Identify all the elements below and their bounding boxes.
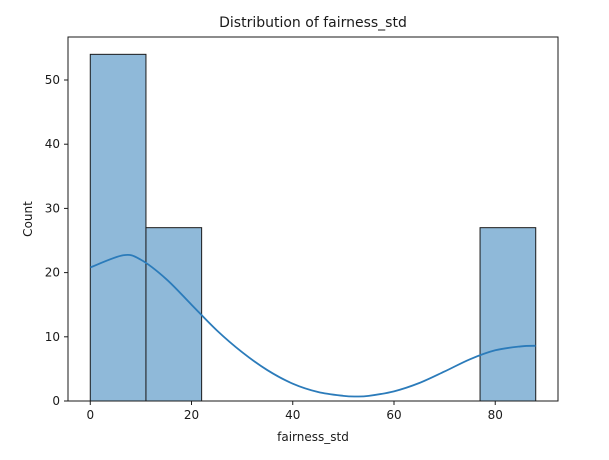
x-tick-label: 80: [488, 408, 503, 422]
y-tick-label: 20: [45, 266, 60, 280]
x-tick-label: 20: [184, 408, 199, 422]
bars-layer: [90, 54, 535, 401]
y-axis-ticks: 0 10 20 30 40 50: [45, 73, 68, 408]
y-tick-label: 0: [52, 394, 60, 408]
y-tick-label: 30: [45, 201, 60, 215]
x-axis-label: fairness_std: [277, 430, 349, 444]
histogram-bar-7: [480, 228, 536, 401]
y-tick-label: 10: [45, 330, 60, 344]
x-tick-label: 40: [285, 408, 300, 422]
y-axis-label: Count: [21, 201, 35, 237]
histogram-bar-0: [90, 54, 146, 401]
x-axis-ticks: 0 20 40 60 80: [86, 401, 502, 422]
x-tick-label: 60: [386, 408, 401, 422]
histogram-bar-1: [146, 228, 202, 401]
y-tick-label: 40: [45, 137, 60, 151]
y-tick-label: 50: [45, 73, 60, 87]
x-tick-label: 0: [86, 408, 94, 422]
chart-title: Distribution of fairness_std: [219, 15, 407, 31]
